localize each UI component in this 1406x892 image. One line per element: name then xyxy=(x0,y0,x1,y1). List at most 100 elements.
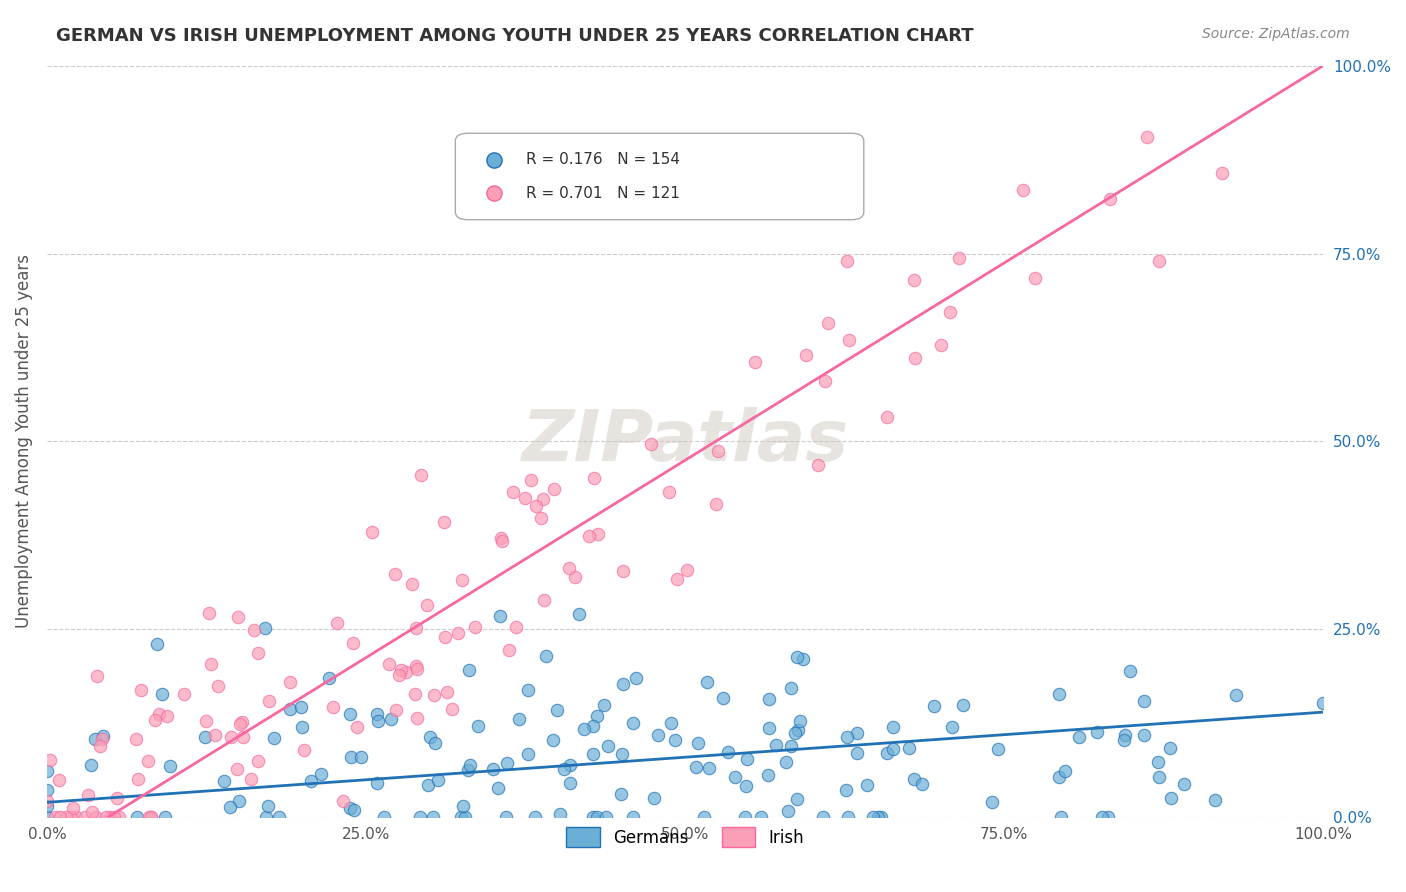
Point xyxy=(482,153,505,167)
Germans xyxy=(1225,688,1247,702)
Irish xyxy=(422,688,444,702)
Germans xyxy=(458,663,481,677)
Irish xyxy=(48,772,70,787)
Germans xyxy=(159,758,181,772)
Germans xyxy=(786,650,808,665)
Irish xyxy=(744,354,766,368)
Irish xyxy=(676,563,699,577)
Text: Source: ZipAtlas.com: Source: ZipAtlas.com xyxy=(1202,27,1350,41)
Germans xyxy=(1160,791,1182,805)
Germans xyxy=(643,791,665,805)
Germans xyxy=(785,725,807,739)
Irish xyxy=(903,273,925,287)
Irish xyxy=(124,732,146,747)
Germans xyxy=(876,747,898,761)
Germans xyxy=(84,732,107,747)
Irish xyxy=(929,338,952,352)
Germans xyxy=(610,747,633,761)
Irish xyxy=(246,647,269,661)
Irish xyxy=(406,662,429,676)
Germans xyxy=(457,764,479,778)
Germans xyxy=(664,733,686,747)
Germans xyxy=(254,621,277,635)
Irish xyxy=(278,674,301,689)
Irish xyxy=(388,668,411,682)
Germans xyxy=(343,803,366,817)
Irish xyxy=(49,810,72,824)
Germans xyxy=(214,773,236,788)
Text: ZIPatlas: ZIPatlas xyxy=(522,407,849,476)
Irish xyxy=(86,668,108,682)
Germans xyxy=(263,731,285,746)
Germans xyxy=(758,722,780,736)
Germans xyxy=(339,707,361,722)
Irish xyxy=(156,709,179,723)
Irish xyxy=(219,730,242,744)
Irish xyxy=(39,753,62,767)
Germans xyxy=(903,772,925,786)
Germans xyxy=(582,719,605,733)
Germans xyxy=(467,718,489,732)
Germans xyxy=(309,766,332,780)
Text: GERMAN VS IRISH UNEMPLOYMENT AMONG YOUTH UNDER 25 YEARS CORRELATION CHART: GERMAN VS IRISH UNEMPLOYMENT AMONG YOUTH… xyxy=(56,27,974,45)
Germans xyxy=(1173,777,1195,791)
Y-axis label: Unemployment Among Youth under 25 years: Unemployment Among Youth under 25 years xyxy=(15,254,32,629)
Germans xyxy=(941,720,963,734)
Germans xyxy=(685,760,707,774)
Germans xyxy=(523,810,546,824)
Text: R = 0.701   N = 121: R = 0.701 N = 121 xyxy=(526,186,679,201)
Germans xyxy=(339,800,361,814)
Germans xyxy=(835,782,858,797)
Germans xyxy=(780,739,803,753)
Germans xyxy=(659,715,682,730)
Irish xyxy=(103,810,125,824)
Germans xyxy=(267,810,290,824)
Germans xyxy=(862,810,884,824)
Germans xyxy=(558,776,581,790)
Germans xyxy=(1147,755,1170,769)
Germans xyxy=(612,677,634,691)
Germans xyxy=(155,810,177,824)
Germans xyxy=(373,810,395,824)
Germans xyxy=(219,800,242,814)
Germans xyxy=(624,671,647,685)
Germans xyxy=(981,795,1004,809)
Irish xyxy=(586,526,609,541)
Irish xyxy=(136,754,159,768)
Irish xyxy=(204,728,226,742)
Irish xyxy=(384,703,406,717)
Irish xyxy=(207,679,229,693)
Germans xyxy=(765,738,787,752)
Germans xyxy=(91,729,114,743)
Germans xyxy=(688,736,710,750)
Irish xyxy=(1099,192,1122,206)
Irish xyxy=(62,801,84,815)
Irish xyxy=(434,630,457,644)
Irish xyxy=(498,643,520,657)
Irish xyxy=(1011,183,1033,197)
Germans xyxy=(882,720,904,734)
Germans xyxy=(911,776,934,790)
Irish xyxy=(389,663,412,677)
Irish xyxy=(530,511,553,525)
Germans xyxy=(548,806,571,821)
Germans xyxy=(734,810,756,824)
Germans xyxy=(734,779,756,793)
Germans xyxy=(146,638,169,652)
Germans xyxy=(647,728,669,742)
Germans xyxy=(350,749,373,764)
Germans xyxy=(125,810,148,824)
Germans xyxy=(592,698,614,713)
Germans xyxy=(751,810,773,824)
Germans xyxy=(837,810,859,824)
Irish xyxy=(86,810,108,824)
Germans xyxy=(553,762,575,776)
Irish xyxy=(342,636,364,650)
Irish xyxy=(838,333,860,347)
Germans xyxy=(582,810,605,824)
Irish xyxy=(558,561,581,575)
Germans xyxy=(697,761,720,775)
Germans xyxy=(290,699,312,714)
Germans xyxy=(254,810,277,824)
Irish xyxy=(200,657,222,671)
